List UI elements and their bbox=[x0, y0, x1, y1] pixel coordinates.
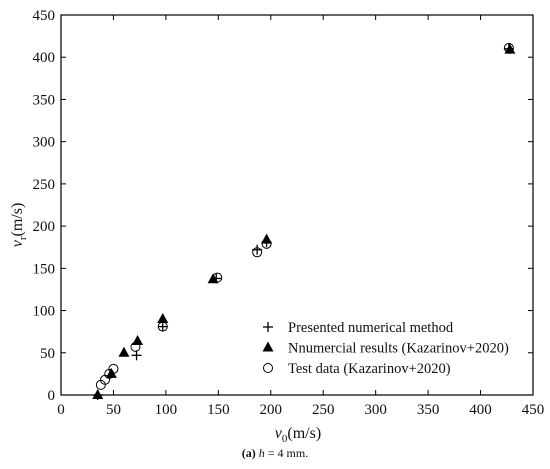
y-axis-label: vr(m/s) bbox=[9, 203, 29, 248]
y-axis-label-main: v bbox=[9, 239, 26, 247]
x-axis-label-unit: (m/s) bbox=[287, 425, 321, 442]
caption-variable: h bbox=[258, 446, 265, 460]
y-axis-label-unit: (m/s) bbox=[9, 203, 26, 237]
x-axis-label-sub: 0 bbox=[282, 433, 288, 445]
point-triangle bbox=[157, 313, 169, 323]
y-tick-label: 150 bbox=[33, 261, 56, 277]
caption-label: (a) bbox=[241, 446, 256, 460]
y-tick-label: 250 bbox=[33, 177, 56, 193]
x-axis-label: v0(m/s) bbox=[275, 425, 321, 445]
caption-text: = 4 mm. bbox=[267, 446, 309, 460]
point-plus bbox=[252, 244, 263, 255]
x-tick-label: 350 bbox=[417, 402, 440, 418]
plot-frame bbox=[60, 14, 534, 396]
y-tick-label: 0 bbox=[48, 388, 56, 404]
y-tick-label: 300 bbox=[33, 135, 56, 151]
y-tick-label: 50 bbox=[40, 346, 55, 362]
point-plus bbox=[261, 237, 272, 248]
point-triangle bbox=[132, 334, 144, 345]
point-plus bbox=[157, 321, 168, 332]
x-axis-label-main: v bbox=[275, 425, 283, 442]
point-plus bbox=[131, 350, 142, 361]
legend-label: Nnumercial results (Kazarinov+2020) bbox=[288, 341, 509, 357]
legend-label: Test data (Kazarinov+2020) bbox=[288, 361, 451, 377]
point-plus bbox=[503, 43, 514, 54]
legend: Presented numerical method Nnumercial res… bbox=[262, 320, 509, 377]
legend-marker-circle bbox=[263, 363, 273, 373]
x-tick-label: 0 bbox=[57, 402, 65, 418]
data-points bbox=[92, 42, 516, 400]
axes bbox=[60, 14, 534, 396]
y-tick-label: 100 bbox=[33, 304, 56, 320]
legend-marker-plus bbox=[263, 322, 273, 332]
point-plus bbox=[92, 390, 103, 400]
x-tick-label: 250 bbox=[312, 402, 335, 418]
x-tick-label: 50 bbox=[106, 402, 121, 418]
y-tick-label: 450 bbox=[33, 8, 56, 24]
y-tick-label: 200 bbox=[33, 219, 56, 235]
point-triangle bbox=[118, 346, 130, 357]
x-tick-label: 400 bbox=[469, 402, 492, 418]
x-tick-label: 150 bbox=[207, 402, 230, 418]
x-tick-label: 450 bbox=[522, 402, 545, 418]
y-axis-label-sub: r bbox=[17, 236, 29, 240]
x-tick-label: 300 bbox=[364, 402, 387, 418]
y-tick-label: 350 bbox=[33, 92, 56, 108]
legend-label: Presented numerical method bbox=[288, 320, 454, 336]
figure-caption: (a) h = 4 mm. bbox=[0, 446, 550, 461]
ticks: 0 50 100 150 200 250 300 350 400 450 0 50 100 150 200 2… bbox=[33, 8, 545, 418]
x-tick-label: 100 bbox=[155, 402, 178, 418]
x-tick-label: 200 bbox=[260, 402, 283, 418]
point-plus bbox=[211, 273, 222, 284]
legend-marker-triangle bbox=[262, 341, 274, 352]
y-tick-label: 400 bbox=[33, 50, 56, 66]
point-triangle bbox=[105, 367, 117, 378]
